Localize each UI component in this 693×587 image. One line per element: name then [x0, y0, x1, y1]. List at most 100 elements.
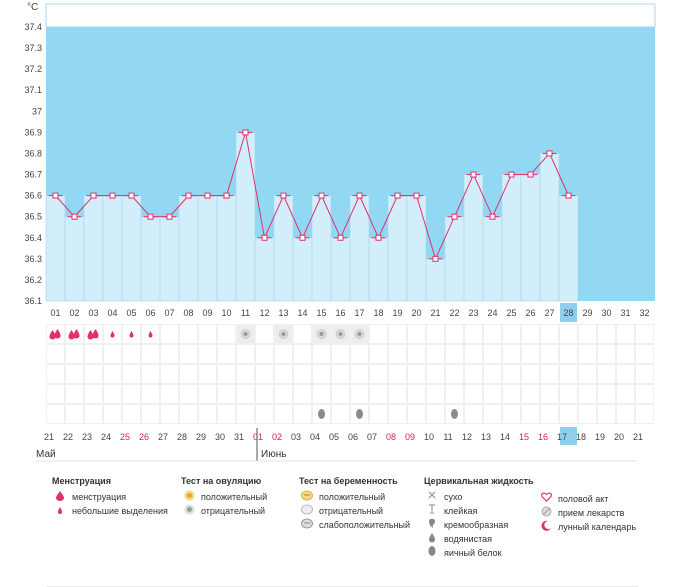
symptom-cell [122, 344, 141, 364]
symptom-cell [616, 324, 635, 344]
symptom-cell [369, 404, 388, 424]
egg-white-mucus-mark [356, 409, 363, 419]
symptom-cell [502, 404, 521, 424]
symptom-cell [388, 384, 407, 404]
cycle-day-label: 28 [563, 308, 573, 318]
date-label: 11 [443, 432, 452, 442]
cycle-day-label: 12 [259, 308, 269, 318]
symptom-cell [483, 324, 502, 344]
date-label: 28 [177, 432, 187, 442]
date-label: 08 [386, 432, 396, 442]
temperature-bar [558, 195, 579, 302]
date-label: 03 [291, 432, 301, 442]
symptom-cell [84, 364, 103, 384]
date-label: 27 [158, 432, 168, 442]
temperature-point [451, 213, 458, 220]
symptom-cell [540, 384, 559, 404]
date-label: 23 [82, 432, 92, 442]
temperature-bar [539, 153, 560, 302]
temperature-point [299, 234, 306, 241]
symptom-cell [217, 384, 236, 404]
y-tick-label: 37.3 [24, 43, 42, 53]
cycle-day-label: 29 [582, 308, 592, 318]
date-label: 07 [367, 432, 377, 442]
cycle-day-label: 11 [241, 308, 250, 318]
symptom-cell [198, 384, 217, 404]
y-tick-label: 37.1 [24, 85, 42, 95]
cycle-day-label: 09 [202, 308, 212, 318]
symptom-cell [65, 344, 84, 364]
light-bleeding-icon [52, 504, 68, 519]
symptom-cell [274, 384, 293, 404]
cycle-day-label: 32 [639, 308, 649, 318]
symptom-cell [388, 404, 407, 424]
symptom-cell [521, 344, 540, 364]
symptom-cell [274, 404, 293, 424]
temperature-point [565, 192, 572, 199]
date-label: 02 [272, 432, 282, 442]
temperature-point [413, 192, 420, 199]
temperature-point [318, 192, 325, 199]
date-label: 06 [348, 432, 358, 442]
symptom-cell [388, 324, 407, 344]
symptom-cell [198, 344, 217, 364]
symptom-cell [559, 324, 578, 344]
symptom-cell [464, 344, 483, 364]
menstruation-light-drop [129, 331, 134, 338]
symptom-cell [369, 384, 388, 404]
temperature-bar [406, 195, 427, 302]
symptom-cell [65, 364, 84, 384]
temperature-point [261, 234, 268, 241]
symptom-cell [217, 344, 236, 364]
legend-menstruation-title: Менструация [52, 476, 111, 486]
symptom-cell [483, 404, 502, 424]
cycle-day-label: 17 [354, 308, 364, 318]
temperature-bar [254, 237, 275, 302]
pregnancy-positive-icon [299, 490, 315, 505]
symptom-cell [255, 364, 274, 384]
cycle-day-label: 19 [392, 308, 402, 318]
month-label-june: Июнь [261, 449, 286, 460]
symptom-cell [255, 324, 274, 344]
cycle-day-label: 08 [183, 308, 193, 318]
symptom-cell [141, 344, 160, 364]
symptom-cell [217, 324, 236, 344]
cycle-day-label: 23 [468, 308, 478, 318]
symptom-cell [540, 344, 559, 364]
temperature-points [48, 129, 576, 262]
egg-white-mucus-mark [451, 409, 458, 419]
temperature-point [109, 192, 116, 199]
legend-mucus-sticky: клейкая [444, 506, 478, 516]
symptom-cell [293, 364, 312, 384]
date-label: 17 [557, 432, 567, 442]
date-label: 22 [63, 432, 73, 442]
temperature-point [223, 192, 230, 199]
symptom-cell [160, 404, 179, 424]
legend-mucus: Цервикальная жидкость сухо клейкая кремо… [424, 476, 534, 560]
symptom-cell [635, 364, 654, 384]
symptom-cell [217, 404, 236, 424]
temperature-point [280, 192, 287, 199]
temperature-bar [102, 195, 123, 302]
sticky-icon [424, 504, 440, 518]
date-label: 21 [633, 432, 643, 442]
ovulation-negative-inner [243, 332, 248, 336]
symptom-cell [179, 404, 198, 424]
temperature-point [90, 192, 97, 199]
temperature-bar [178, 195, 199, 302]
cycle-day-label: 07 [164, 308, 174, 318]
date-label: 30 [215, 432, 225, 442]
symptom-cell [198, 324, 217, 344]
pregnancy-weak-icon [299, 518, 315, 533]
symptom-cell [160, 344, 179, 364]
symptom-cell [616, 344, 635, 364]
menstruation-icon [52, 490, 68, 505]
symptom-cell [46, 404, 65, 424]
legend-mucus-creamy: кремообразная [444, 520, 509, 530]
cycle-day-label: 30 [601, 308, 611, 318]
cycle-day-label: 25 [506, 308, 516, 318]
symptom-cell [46, 344, 65, 364]
unit-label: °C [27, 2, 38, 13]
symptom-cell [426, 364, 445, 384]
y-tick-label: 36.5 [24, 212, 42, 222]
